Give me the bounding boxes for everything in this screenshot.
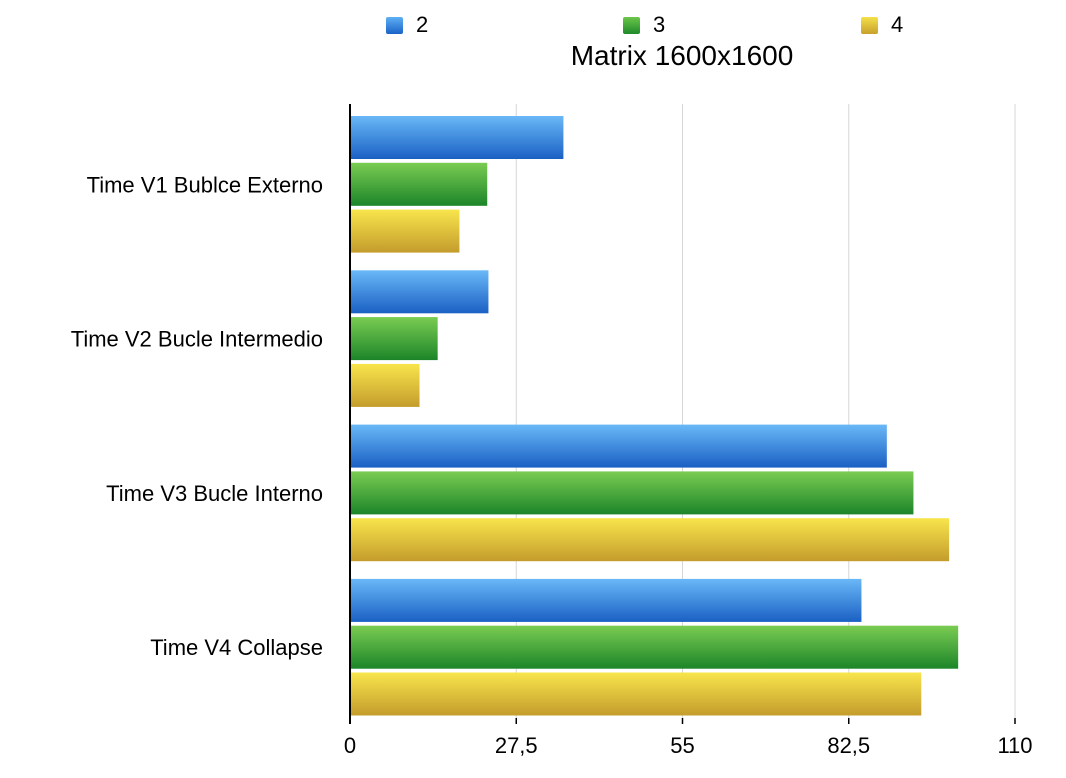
category-label: Time V4 Collapse — [150, 635, 323, 660]
category-label: Time V2 Bucle Intermedio — [71, 327, 323, 352]
bar-2-3 — [350, 424, 887, 468]
bar-3-3 — [350, 471, 914, 515]
legend-label-4: 4 — [891, 12, 904, 37]
bar-4-2 — [350, 363, 420, 407]
axes — [349, 104, 1016, 724]
x-tick-label: 55 — [670, 733, 694, 758]
labels: 0 27,5 55 82,5 110 Time V1 Bublce Externo Time… — [71, 172, 1033, 758]
bar-2-1 — [350, 116, 564, 159]
chart-title: Matrix 1600x1600 — [570, 40, 794, 71]
bar-2-4 — [350, 578, 862, 622]
x-tick-label: 110 — [997, 733, 1032, 758]
bars — [350, 116, 959, 716]
legend-swatch-4 — [861, 16, 878, 34]
legend-swatch-3 — [623, 16, 640, 34]
legend-swatch-2 — [386, 16, 403, 34]
x-tick-label: 27,5 — [495, 733, 538, 758]
bar-4-1 — [350, 209, 460, 253]
legend-label-3: 3 — [653, 12, 666, 37]
bar-2-2 — [350, 270, 489, 314]
bar-3-1 — [350, 162, 488, 206]
legend-item-4: 4 — [861, 12, 904, 37]
legend-item-3: 3 — [623, 12, 666, 37]
x-tick-label: 0 — [344, 733, 356, 758]
bar-3-4 — [350, 625, 959, 669]
x-tick-label: 82,5 — [827, 733, 870, 758]
category-label: Time V1 Bublce Externo — [87, 172, 323, 197]
legend-item-2: 2 — [386, 12, 429, 37]
bar-4-3 — [350, 518, 950, 562]
bar-3-2 — [350, 317, 438, 361]
bar-4-4 — [350, 672, 922, 716]
category-label: Time V3 Bucle Interno — [106, 481, 323, 506]
legend-label-2: 2 — [416, 12, 429, 37]
